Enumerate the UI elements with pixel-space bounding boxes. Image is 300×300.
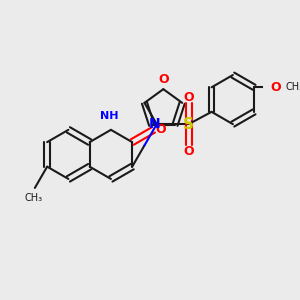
Text: O: O	[158, 73, 169, 86]
Text: O: O	[183, 145, 194, 158]
Text: S: S	[183, 117, 194, 132]
Text: O: O	[155, 123, 166, 136]
Text: CH₃: CH₃	[24, 193, 42, 203]
Text: CH₃: CH₃	[285, 82, 300, 92]
Text: O: O	[270, 81, 281, 94]
Text: O: O	[183, 91, 194, 103]
Text: NH: NH	[100, 111, 118, 121]
Text: N: N	[149, 117, 161, 131]
